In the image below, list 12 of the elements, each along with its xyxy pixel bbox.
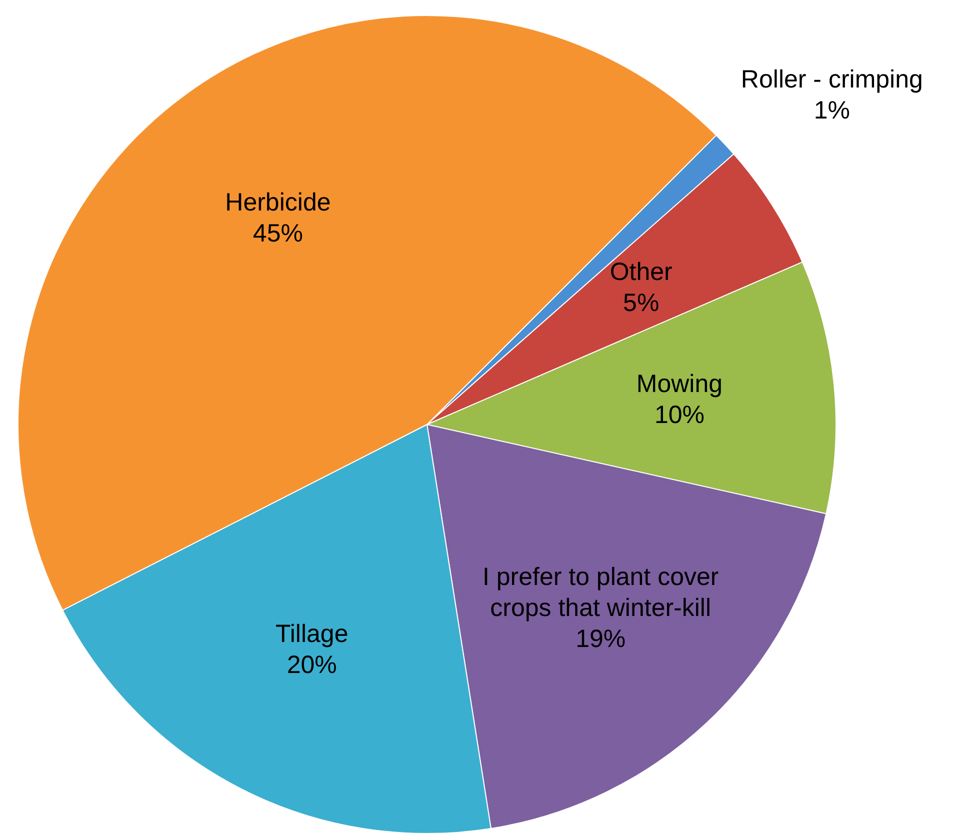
slice-label: I prefer to plant cover crops that winter-kill: [482, 563, 719, 622]
data-label: 45%: [252, 220, 303, 248]
data-label: 10%: [654, 401, 704, 430]
data-label: 1%: [814, 96, 850, 124]
slice-label: Other: [610, 258, 672, 286]
slice-label: Roller - crimping: [740, 65, 923, 94]
slice-label: Tillage: [276, 620, 348, 648]
data-label: 20%: [286, 650, 337, 679]
data-label: 19%: [576, 625, 626, 654]
slice-label: Herbicide: [225, 188, 331, 217]
data-label: 5%: [623, 289, 660, 318]
slice-label: Mowing: [636, 370, 723, 398]
